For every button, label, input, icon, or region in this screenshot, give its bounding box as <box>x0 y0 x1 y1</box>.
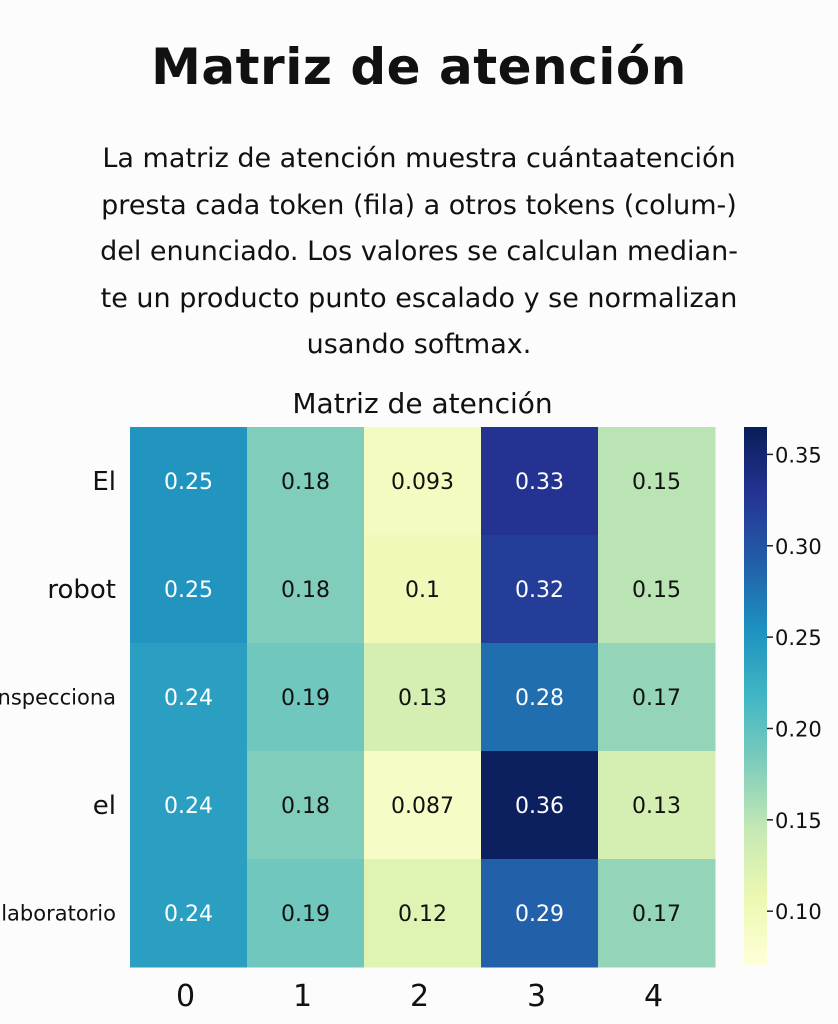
cell-value-label: 0.15 <box>632 578 681 603</box>
cell-value-label: 0.13 <box>398 686 447 711</box>
column-label: 2 <box>410 979 429 1014</box>
cell-value-label: 0.36 <box>515 794 564 819</box>
cell-value-label: 0.24 <box>164 902 213 927</box>
heatmap-cell <box>598 751 716 860</box>
cell-value-label: 0.25 <box>164 470 213 495</box>
heatmap-cell <box>481 427 599 536</box>
column-label: 1 <box>293 979 312 1014</box>
description-line: presta cada token (fila) a otros tokens … <box>101 189 737 221</box>
colorbar-tick-label: 0.15 <box>775 809 822 833</box>
heatmap-cell <box>364 427 482 536</box>
heatmap-cell <box>364 751 482 860</box>
cell-value-label: 0.12 <box>398 902 447 927</box>
cell-value-label: 0.19 <box>281 686 330 711</box>
cell-value-label: 0.15 <box>632 470 681 495</box>
cell-value-label: 0.19 <box>281 902 330 927</box>
description-line: te un producto punto escalado y se norma… <box>100 282 738 314</box>
row-label: el <box>93 791 116 821</box>
heatmap-cell <box>481 751 599 860</box>
heatmap-cell <box>598 643 716 752</box>
heatmap-cell <box>247 643 365 752</box>
colorbar-tick-label: 0.10 <box>775 900 822 924</box>
heatmap-cell <box>247 859 365 968</box>
page-description: La matriz de atención muestra cuántaaten… <box>80 136 758 369</box>
heatmap-cell <box>481 859 599 968</box>
heatmap-cell <box>130 643 248 752</box>
column-label: 0 <box>176 979 195 1014</box>
heatmap-cell <box>247 427 365 536</box>
page-title: Matriz de atención <box>151 38 687 96</box>
cell-value-label: 0.24 <box>164 794 213 819</box>
cell-value-label: 0.093 <box>391 470 454 495</box>
cell-value-label: 0.17 <box>632 686 681 711</box>
cell-value-label: 0.25 <box>164 578 213 603</box>
description-line: usando softmax. <box>306 329 532 360</box>
heatmap-cell <box>364 643 482 752</box>
colorbar-tick-label: 0.35 <box>775 443 822 467</box>
description-line: del enunciado. Los valores se calculan m… <box>100 236 738 267</box>
cell-value-label: 0.32 <box>515 578 564 603</box>
cell-value-label: 0.087 <box>391 794 454 819</box>
heatmap-cell <box>598 427 716 536</box>
cell-value-label: 0.18 <box>281 794 330 819</box>
row-label: inspecciona <box>0 685 116 709</box>
colorbar <box>744 427 767 966</box>
cell-value-label: 0.1 <box>405 578 440 603</box>
row-label: El <box>92 467 116 497</box>
colorbar-tick-label: 0.25 <box>775 626 822 650</box>
colorbar-tick-label: 0.30 <box>775 535 822 559</box>
cell-value-label: 0.18 <box>281 578 330 603</box>
cell-value-label: 0.13 <box>632 794 681 819</box>
heatmap-cell <box>130 427 248 536</box>
cell-value-label: 0.29 <box>515 902 564 927</box>
column-label: 3 <box>527 979 546 1014</box>
chart-title: Matriz de atención <box>292 387 552 420</box>
heatmap-cell <box>247 751 365 860</box>
cell-value-label: 0.17 <box>632 902 681 927</box>
heatmap-cell <box>481 535 599 644</box>
colorbar-tick-label: 0.20 <box>775 717 822 741</box>
heatmap-cell <box>130 535 248 644</box>
row-label: robot <box>47 575 116 605</box>
cell-value-label: 0.33 <box>515 470 564 495</box>
cell-value-label: 0.18 <box>281 470 330 495</box>
heatmap-cell <box>364 859 482 968</box>
description-line: La matriz de atención muestra cuántaaten… <box>102 143 736 174</box>
heatmap-cell <box>364 535 482 644</box>
heatmap-cell <box>130 859 248 968</box>
heatmap-cell <box>598 535 716 644</box>
row-label: laboratorio <box>1 901 116 925</box>
column-label: 4 <box>644 979 663 1014</box>
cell-value-label: 0.24 <box>164 686 213 711</box>
heatmap-cell <box>130 751 248 860</box>
heatmap-cell <box>481 643 599 752</box>
cell-value-label: 0.28 <box>515 686 564 711</box>
heatmap-cell <box>598 859 716 968</box>
heatmap-cell <box>247 535 365 644</box>
